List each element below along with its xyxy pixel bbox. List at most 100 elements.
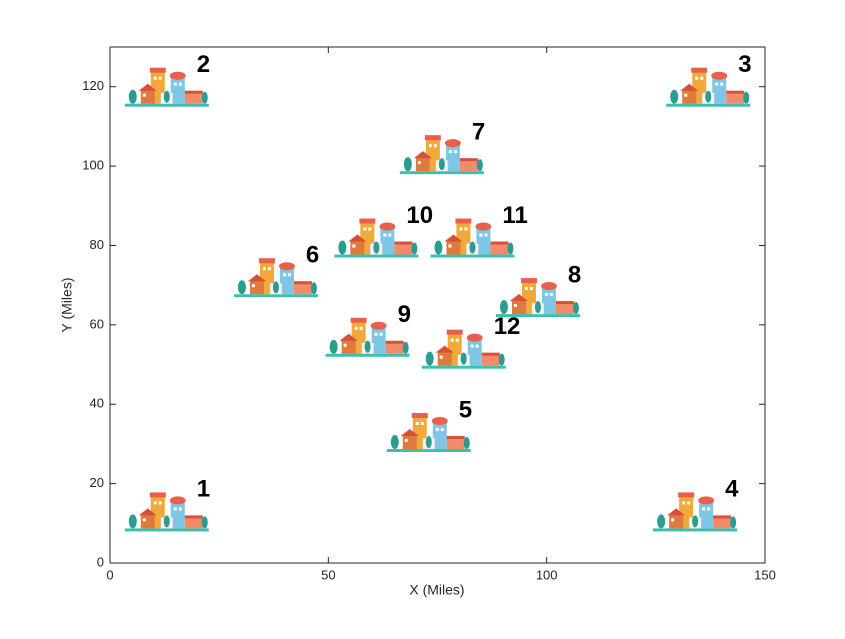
city-marker — [666, 67, 751, 107]
point-label: 6 — [306, 242, 319, 269]
icon-part — [359, 218, 376, 224]
icon-part — [446, 240, 461, 255]
icon-part — [184, 515, 203, 519]
icon-part — [459, 158, 478, 162]
icon-part — [730, 516, 737, 529]
icon-part — [572, 302, 579, 315]
icon-part — [293, 281, 312, 285]
icon-part — [700, 76, 704, 80]
icon-part — [368, 227, 372, 231]
icon-part — [394, 241, 413, 245]
icon-part — [459, 160, 478, 172]
icon-part — [184, 90, 203, 94]
icon-part — [544, 293, 548, 297]
icon-part — [653, 528, 738, 532]
icon-part — [495, 314, 580, 318]
city-marker — [386, 413, 471, 453]
icon-part — [671, 518, 675, 522]
icon-part — [713, 515, 732, 519]
point-label: 2 — [197, 51, 210, 78]
point-label: 8 — [568, 261, 581, 288]
y-tick-label: 100 — [82, 158, 104, 173]
point-label: 3 — [738, 51, 751, 78]
icon-part — [287, 273, 291, 277]
icon-part — [184, 92, 203, 104]
icon-part — [463, 437, 470, 450]
icon-part — [702, 507, 706, 511]
y-tick-label: 40 — [90, 396, 104, 411]
icon-part — [379, 222, 396, 231]
icon-part — [169, 496, 186, 505]
y-tick-label: 20 — [90, 475, 104, 490]
icon-part — [386, 449, 471, 453]
y-tick-label: 80 — [90, 237, 104, 252]
icon-part — [713, 517, 732, 529]
icon-part — [370, 321, 387, 330]
icon-part — [669, 514, 684, 529]
icon-part — [329, 339, 338, 354]
point-label: 12 — [494, 313, 521, 340]
icon-part — [555, 303, 574, 315]
icon-part — [446, 329, 463, 335]
icon-part — [201, 516, 208, 529]
icon-part — [293, 283, 312, 295]
icon-part — [325, 353, 410, 357]
icon-part — [411, 413, 428, 419]
icon-part — [338, 240, 347, 255]
icon-part — [124, 528, 209, 532]
icon-part — [390, 435, 399, 450]
icon-part — [173, 82, 177, 86]
x-tick-label: 100 — [536, 567, 558, 582]
icon-part — [433, 144, 437, 148]
icon-part — [403, 157, 412, 172]
icon-part — [707, 507, 711, 511]
icon-part — [481, 354, 500, 366]
icon-part — [691, 67, 708, 73]
icon-part — [680, 83, 699, 91]
icon-part — [354, 326, 358, 330]
city-marker — [124, 492, 209, 532]
icon-part — [201, 91, 208, 104]
icon-part — [402, 341, 409, 354]
icon-part — [364, 340, 371, 353]
icon-part — [138, 508, 157, 516]
icon-part — [262, 267, 266, 271]
icon-part — [555, 301, 574, 305]
icon-part — [448, 150, 452, 154]
icon-part — [359, 326, 363, 330]
icon-part — [446, 436, 465, 440]
icon-part — [415, 422, 419, 426]
icon-part — [507, 242, 514, 255]
point-label: 4 — [725, 476, 739, 503]
icon-part — [437, 351, 452, 366]
icon-part — [350, 240, 365, 255]
icon-part — [278, 262, 295, 271]
icon-part — [687, 501, 691, 505]
icon-part — [425, 436, 432, 449]
icon-part — [163, 90, 170, 103]
icon-part — [373, 241, 380, 254]
plot-frame — [109, 46, 766, 564]
icon-part — [411, 242, 418, 255]
icon-part — [149, 492, 166, 498]
icon-part — [715, 82, 719, 86]
icon-part — [499, 300, 508, 315]
icon-part — [726, 92, 745, 104]
icon-part — [428, 144, 432, 148]
y-tick-label: 120 — [82, 78, 104, 93]
icon-part — [178, 82, 182, 86]
icon-part — [400, 429, 419, 437]
icon-part — [363, 227, 367, 231]
x-axis-label: X (Miles) — [409, 582, 464, 598]
icon-part — [444, 234, 463, 242]
icon-part — [446, 438, 465, 450]
icon-part — [348, 234, 367, 242]
point-label: 1 — [197, 476, 210, 503]
point-label: 11 — [502, 202, 527, 229]
icon-part — [394, 243, 413, 255]
icon-part — [272, 281, 279, 294]
icon-part — [138, 83, 157, 91]
icon-part — [476, 159, 483, 172]
icon-part — [509, 294, 528, 302]
